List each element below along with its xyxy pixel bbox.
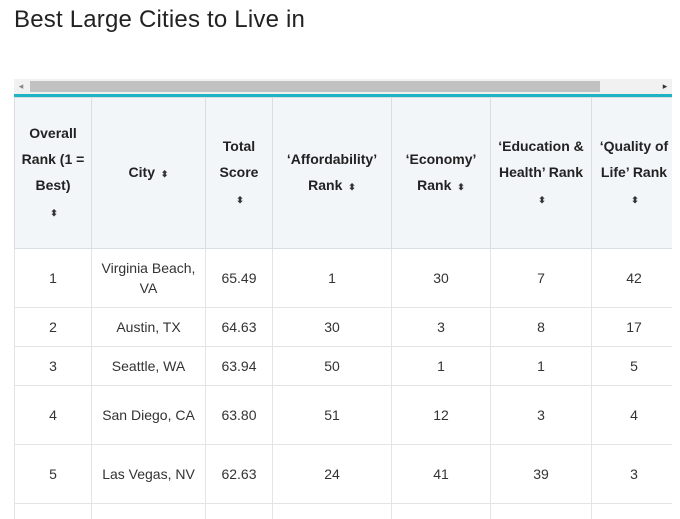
sort-icon: ⬍ bbox=[50, 208, 58, 218]
sort-icon: ⬍ bbox=[457, 182, 465, 192]
table-cell: 39 bbox=[491, 445, 592, 504]
table-cell: 65.49 bbox=[206, 249, 273, 308]
table-cell: 5 bbox=[15, 445, 92, 504]
table-cell bbox=[592, 504, 673, 519]
table-cell bbox=[15, 504, 92, 519]
table-cell: 3 bbox=[15, 347, 92, 386]
header-total-score[interactable]: Total Score⬍ bbox=[206, 98, 273, 249]
table-cell: 3 bbox=[392, 308, 491, 347]
table-cell bbox=[206, 504, 273, 519]
table-cell: 3 bbox=[491, 386, 592, 445]
table-cell: 50 bbox=[273, 347, 392, 386]
header-affordability-rank[interactable]: ‘Affordability’ Rank ⬍ bbox=[273, 98, 392, 249]
header-education-health-rank[interactable]: ‘Education & Health’ Rank ⬍ bbox=[491, 98, 592, 249]
table-cell: 1 bbox=[491, 347, 592, 386]
table-cell: 1 bbox=[392, 347, 491, 386]
table-cell: 30 bbox=[392, 249, 491, 308]
header-economy-rank[interactable]: ‘Economy’ Rank ⬍ bbox=[392, 98, 491, 249]
table-cell bbox=[491, 504, 592, 519]
table-cell: 12 bbox=[392, 386, 491, 445]
table-cell: 41 bbox=[392, 445, 491, 504]
table-cell: 2 bbox=[15, 308, 92, 347]
scroll-right-icon[interactable]: ▸ bbox=[658, 79, 672, 94]
table-row: 3 Seattle, WA 63.94 50 1 1 5 bbox=[15, 347, 673, 386]
sort-icon: ⬍ bbox=[631, 195, 639, 205]
table-header-row: Overall Rank (1 = Best)⬍ City ⬍ Total Sc… bbox=[15, 98, 673, 249]
table-cell: 42 bbox=[592, 249, 673, 308]
table-cell: 1 bbox=[15, 249, 92, 308]
table-cell: San Diego, CA bbox=[92, 386, 206, 445]
table-row bbox=[15, 504, 673, 519]
table-cell bbox=[392, 504, 491, 519]
table-row: 5 Las Vegas, NV 62.63 24 41 39 3 bbox=[15, 445, 673, 504]
table-cell: 17 bbox=[592, 308, 673, 347]
scroll-left-icon[interactable]: ◂ bbox=[14, 79, 28, 94]
table-cell: 8 bbox=[491, 308, 592, 347]
table-cell bbox=[273, 504, 392, 519]
page-title: Best Large Cities to Live in bbox=[14, 6, 305, 34]
sort-icon: ⬍ bbox=[236, 195, 244, 205]
horizontal-scrollbar[interactable]: ◂ ▸ bbox=[14, 79, 672, 94]
table-cell: 24 bbox=[273, 445, 392, 504]
sort-icon: ⬍ bbox=[161, 169, 169, 179]
table-cell: 4 bbox=[592, 386, 673, 445]
table-cell: 4 bbox=[15, 386, 92, 445]
table-cell: 3 bbox=[592, 445, 673, 504]
table-cell: 51 bbox=[273, 386, 392, 445]
table-cell: Las Vegas, NV bbox=[92, 445, 206, 504]
table-cell bbox=[92, 504, 206, 519]
cities-table-container: Overall Rank (1 = Best)⬍ City ⬍ Total Sc… bbox=[14, 94, 672, 519]
sort-icon: ⬍ bbox=[538, 195, 546, 205]
cities-table: Overall Rank (1 = Best)⬍ City ⬍ Total Sc… bbox=[14, 97, 672, 519]
table-cell: 63.94 bbox=[206, 347, 273, 386]
table-cell: 1 bbox=[273, 249, 392, 308]
table-cell: Seattle, WA bbox=[92, 347, 206, 386]
table-cell: Virginia Beach, VA bbox=[92, 249, 206, 308]
table-cell: 5 bbox=[592, 347, 673, 386]
table-cell: 63.80 bbox=[206, 386, 273, 445]
table-cell: 7 bbox=[491, 249, 592, 308]
table-row: 1 Virginia Beach, VA 65.49 1 30 7 42 bbox=[15, 249, 673, 308]
scrollbar-thumb[interactable] bbox=[30, 81, 600, 92]
header-quality-of-life-rank[interactable]: ‘Quality of Life’ Rank ⬍ bbox=[592, 98, 673, 249]
table-row: 2 Austin, TX 64.63 30 3 8 17 bbox=[15, 308, 673, 347]
table-cell: 30 bbox=[273, 308, 392, 347]
sort-icon: ⬍ bbox=[348, 182, 356, 192]
table-cell: Austin, TX bbox=[92, 308, 206, 347]
table-row: 4 San Diego, CA 63.80 51 12 3 4 bbox=[15, 386, 673, 445]
table-cell: 62.63 bbox=[206, 445, 273, 504]
header-overall-rank[interactable]: Overall Rank (1 = Best)⬍ bbox=[15, 98, 92, 249]
table-cell: 64.63 bbox=[206, 308, 273, 347]
header-city[interactable]: City ⬍ bbox=[92, 98, 206, 249]
